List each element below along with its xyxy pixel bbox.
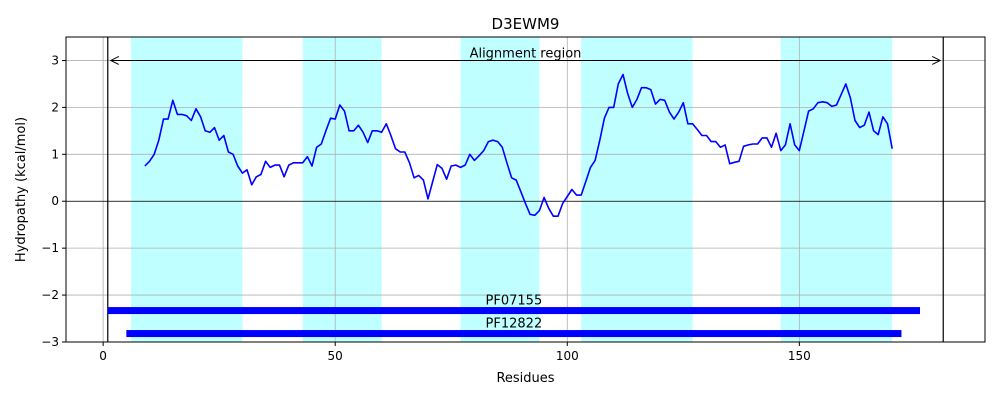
alignment-arrowhead-right	[932, 56, 942, 65]
chart-title: D3EWM9	[492, 15, 560, 33]
y-tick-label: −1	[41, 241, 59, 255]
alignment-region-label: Alignment region	[470, 46, 582, 61]
x-tick-label: 50	[328, 349, 343, 363]
y-tick-label: −3	[41, 335, 59, 349]
x-tick-label: 150	[788, 349, 811, 363]
y-tick-label: 1	[51, 147, 59, 161]
domain-bars: PF07155 PF12822	[107, 294, 921, 338]
axis-ticks: 0 50 100 150 −3 −2 −1 0 1 2 3	[41, 53, 810, 363]
domain-label-pf12822: PF12822	[486, 317, 543, 332]
series-line-hydropathy	[144, 73, 893, 217]
annotations: Alignment region	[109, 46, 942, 65]
y-tick-label: 2	[51, 100, 59, 114]
y-axis-label: Hydropathy (kcal/mol)	[14, 117, 29, 262]
hydropathy-series	[144, 73, 893, 217]
domain-bar-pf07155	[107, 307, 921, 315]
shaded-region-2	[302, 37, 382, 342]
shaded-region-5	[780, 37, 893, 342]
x-axis-label: Residues	[496, 371, 554, 386]
domain-label-pf07155: PF07155	[486, 294, 543, 309]
x-tick-label: 100	[556, 349, 579, 363]
shaded-region-1	[130, 37, 243, 342]
shaded-regions	[130, 37, 893, 342]
x-tick-label: 0	[99, 349, 107, 363]
y-tick-label: 0	[51, 194, 59, 208]
plot-frame	[65, 36, 986, 343]
domain-bar-pf12822	[126, 330, 902, 338]
alignment-arrowhead-left	[109, 56, 119, 65]
shaded-region-3	[460, 37, 540, 342]
shaded-region-4	[581, 37, 693, 342]
y-tick-label: −2	[41, 288, 59, 302]
y-tick-label: 3	[51, 53, 59, 67]
reference-lines	[66, 37, 985, 342]
